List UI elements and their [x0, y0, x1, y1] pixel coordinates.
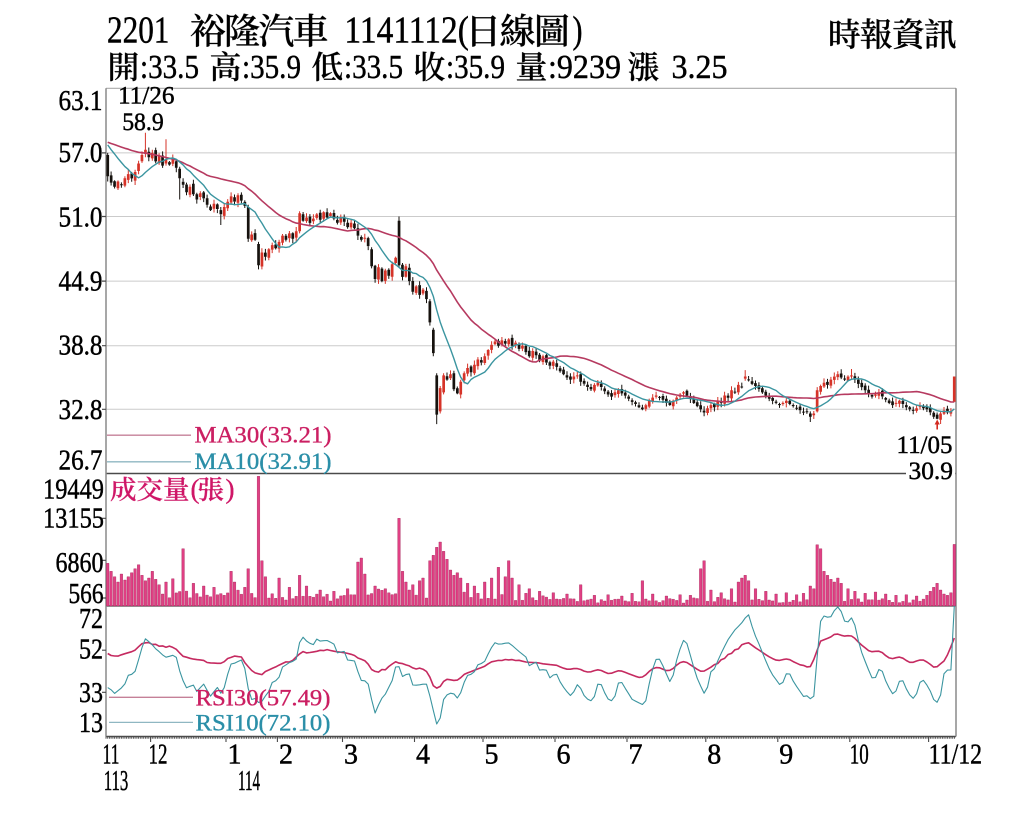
- svg-text:13: 13: [79, 708, 103, 739]
- svg-text:6860: 6860: [56, 547, 104, 579]
- svg-text:33: 33: [79, 678, 103, 709]
- svg-text:MA10(32.91): MA10(32.91): [195, 449, 332, 474]
- svg-text:12: 12: [149, 739, 168, 770]
- svg-text::35.9: :35.9: [446, 49, 505, 86]
- svg-text:RSI30(57.49): RSI30(57.49): [196, 685, 331, 710]
- svg-text:1141112(: 1141112(: [344, 10, 469, 52]
- svg-text::33.5: :33.5: [140, 49, 199, 86]
- svg-text:57.0: 57.0: [59, 137, 103, 169]
- svg-text:2201: 2201: [107, 10, 169, 52]
- svg-text:RSI10(72.10): RSI10(72.10): [196, 711, 331, 736]
- svg-text:4: 4: [416, 739, 430, 770]
- svg-text:44.9: 44.9: [59, 266, 103, 298]
- svg-text:30.9: 30.9: [909, 458, 954, 485]
- svg-text:52: 52: [79, 635, 103, 666]
- svg-text:3: 3: [344, 739, 358, 770]
- svg-text:1: 1: [228, 739, 242, 770]
- svg-text:2: 2: [279, 739, 293, 770]
- svg-text:9: 9: [779, 739, 793, 770]
- svg-text::33.5: :33.5: [344, 49, 403, 86]
- svg-text:MA30(33.21): MA30(33.21): [195, 422, 332, 447]
- svg-text:): ): [226, 474, 235, 504]
- svg-text:13155: 13155: [43, 503, 104, 535]
- svg-text:63.1: 63.1: [59, 85, 103, 117]
- svg-text:51.0: 51.0: [59, 201, 103, 233]
- svg-text:5: 5: [485, 739, 499, 770]
- svg-text:58.9: 58.9: [122, 109, 164, 136]
- svg-text:10: 10: [850, 739, 869, 770]
- svg-text:38.8: 38.8: [59, 330, 103, 362]
- svg-text::35.9: :35.9: [242, 49, 301, 86]
- svg-text:32.8: 32.8: [59, 394, 103, 426]
- svg-text:11/12: 11/12: [929, 739, 983, 770]
- svg-text:26.7: 26.7: [59, 444, 103, 476]
- svg-text:(: (: [191, 474, 200, 504]
- svg-text:11: 11: [103, 739, 120, 770]
- svg-text:114: 114: [238, 766, 260, 797]
- svg-text:8: 8: [707, 739, 721, 770]
- svg-text:11/26: 11/26: [118, 83, 175, 110]
- svg-text:3.25: 3.25: [672, 49, 728, 86]
- svg-text:11/05: 11/05: [897, 432, 953, 459]
- svg-text::9239: :9239: [548, 49, 621, 86]
- svg-text:19449: 19449: [43, 473, 104, 505]
- svg-text:6: 6: [557, 739, 571, 770]
- svg-text:72: 72: [79, 604, 103, 635]
- svg-text:7: 7: [629, 739, 643, 770]
- svg-text:): ): [573, 10, 583, 52]
- svg-text:566: 566: [69, 578, 104, 610]
- svg-text:113: 113: [104, 766, 129, 797]
